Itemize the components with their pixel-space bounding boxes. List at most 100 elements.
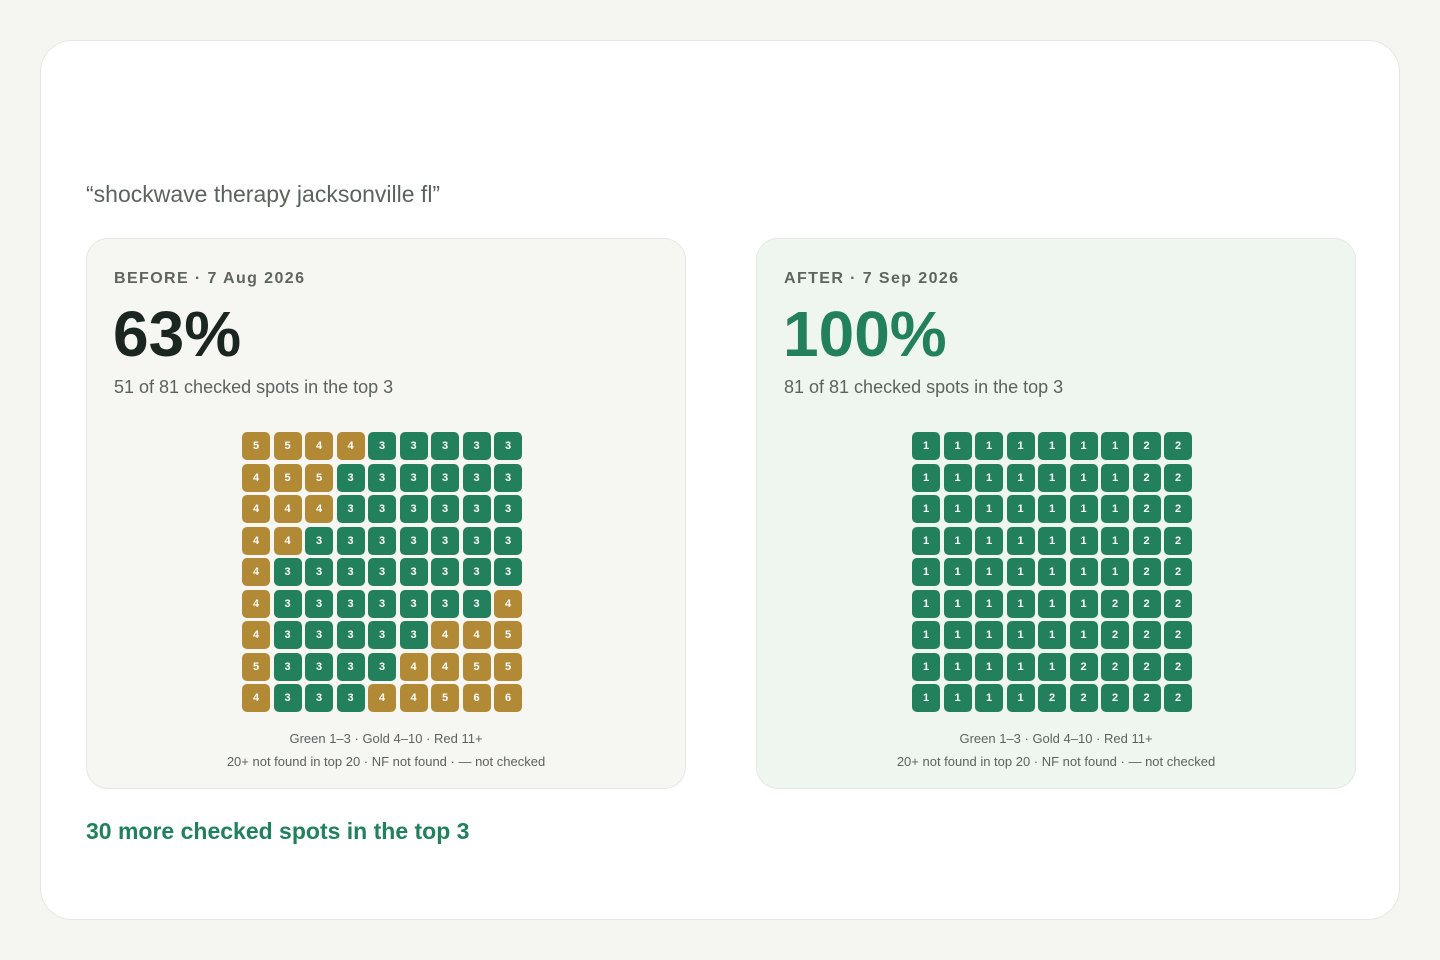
- grid-cell: 3: [462, 558, 491, 586]
- grid-cell: 3: [336, 558, 365, 586]
- grid-cell: 4: [305, 432, 333, 460]
- grid-cell: 1: [1069, 495, 1098, 523]
- grid-cell: 3: [494, 558, 522, 586]
- grid-cell: 3: [399, 463, 428, 492]
- improvement-summary: 30 more checked spots in the top 3: [86, 818, 470, 844]
- grid-cell: 1: [1006, 558, 1035, 586]
- grid-cell: 3: [494, 432, 522, 460]
- grid-cell: 3: [273, 621, 302, 649]
- grid-cell: 3: [336, 589, 365, 618]
- grid-cell: 6: [462, 684, 491, 712]
- grid-cell: 4: [431, 652, 459, 681]
- grid-cell: 2: [1101, 589, 1129, 618]
- grid-cell: 4: [399, 652, 428, 681]
- grid-cell: 1: [1069, 589, 1098, 618]
- grid-cell: 3: [462, 463, 491, 492]
- grid-cell: 5: [242, 652, 270, 681]
- grid-cell: 1: [1006, 432, 1035, 460]
- grid-cell: 1: [912, 526, 940, 555]
- grid-cell: 3: [336, 621, 365, 649]
- grid-cell: 2: [1164, 495, 1192, 523]
- after-panel: AFTER · 7 Sep 2026 100% 81 of 81 checked…: [756, 238, 1356, 789]
- grid-cell: 1: [1006, 495, 1035, 523]
- grid-cell: 3: [305, 558, 333, 586]
- grid-cell: 1: [1101, 558, 1129, 586]
- grid-cell: 2: [1164, 684, 1192, 712]
- grid-cell: 1: [912, 589, 940, 618]
- grid-cell: 2: [1164, 432, 1192, 460]
- grid-cell: 1: [975, 495, 1003, 523]
- grid-cell: 1: [1006, 621, 1035, 649]
- grid-cell: 4: [242, 526, 270, 555]
- grid-cell: 4: [242, 621, 270, 649]
- grid-cell: 3: [273, 589, 302, 618]
- grid-cell: 2: [1069, 652, 1098, 681]
- before-panel: BEFORE · 7 Aug 2026 63% 51 of 81 checked…: [86, 238, 686, 789]
- grid-cell: 1: [1038, 621, 1066, 649]
- after-summary: 81 of 81 checked spots in the top 3: [784, 377, 1064, 397]
- grid-cell: 4: [462, 621, 491, 649]
- grid-cell: 5: [242, 432, 270, 460]
- grid-cell: 4: [336, 432, 365, 460]
- grid-cell: 2: [1164, 652, 1192, 681]
- grid-cell: 3: [305, 589, 333, 618]
- grid-cell: 4: [431, 621, 459, 649]
- grid-cell: 1: [1038, 495, 1066, 523]
- grid-cell: 3: [368, 652, 396, 681]
- grid-cell: 3: [368, 463, 396, 492]
- before-summary: 51 of 81 checked spots in the top 3: [114, 377, 394, 397]
- grid-cell: 1: [1038, 432, 1066, 460]
- grid-cell: 3: [431, 495, 459, 523]
- before-label: BEFORE · 7 Aug 2026: [114, 270, 306, 287]
- grid-cell: 1: [912, 463, 940, 492]
- grid-cell: 3: [462, 432, 491, 460]
- grid-cell: 1: [943, 589, 972, 618]
- grid-cell: 1: [1038, 463, 1066, 492]
- grid-cell: 2: [1164, 463, 1192, 492]
- grid-cell: 1: [1038, 589, 1066, 618]
- grid-cell: 1: [943, 495, 972, 523]
- grid-cell: 1: [1038, 652, 1066, 681]
- grid-cell: 1: [943, 652, 972, 681]
- grid-cell: 1: [1038, 526, 1066, 555]
- search-query: “shockwave therapy jacksonville fl”: [86, 181, 441, 207]
- grid-cell: 1: [1006, 684, 1035, 712]
- grid-cell: 3: [431, 589, 459, 618]
- grid-cell: 3: [368, 558, 396, 586]
- grid-cell: 3: [305, 621, 333, 649]
- grid-cell: 2: [1132, 558, 1161, 586]
- grid-cell: 1: [1069, 432, 1098, 460]
- grid-cell: 4: [242, 558, 270, 586]
- grid-cell: 2: [1132, 684, 1161, 712]
- grid-cell: 3: [336, 495, 365, 523]
- grid-cell: 1: [1101, 526, 1129, 555]
- grid-cell: 2: [1132, 589, 1161, 618]
- grid-cell: 2: [1132, 495, 1161, 523]
- grid-cell: 1: [1101, 432, 1129, 460]
- grid-cell: 3: [368, 526, 396, 555]
- grid-cell: 3: [399, 432, 428, 460]
- grid-cell: 4: [273, 495, 302, 523]
- grid-cell: 3: [273, 684, 302, 712]
- grid-cell: 1: [943, 684, 972, 712]
- grid-cell: 3: [462, 495, 491, 523]
- grid-cell: 1: [912, 558, 940, 586]
- grid-cell: 5: [273, 432, 302, 460]
- grid-cell: 1: [975, 558, 1003, 586]
- grid-cell: 4: [368, 684, 396, 712]
- grid-cell: 2: [1101, 621, 1129, 649]
- grid-cell: 1: [1101, 495, 1129, 523]
- grid-cell: 5: [494, 621, 522, 649]
- grid-cell: 2: [1069, 684, 1098, 712]
- grid-cell: 1: [1006, 463, 1035, 492]
- grid-cell: 2: [1132, 652, 1161, 681]
- grid-cell: 1: [912, 684, 940, 712]
- grid-cell: 3: [336, 526, 365, 555]
- grid-cell: 3: [336, 463, 365, 492]
- grid-cell: 2: [1164, 526, 1192, 555]
- grid-cell: 3: [462, 589, 491, 618]
- grid-cell: 3: [368, 432, 396, 460]
- grid-cell: 2: [1101, 652, 1129, 681]
- grid-cell: 1: [912, 432, 940, 460]
